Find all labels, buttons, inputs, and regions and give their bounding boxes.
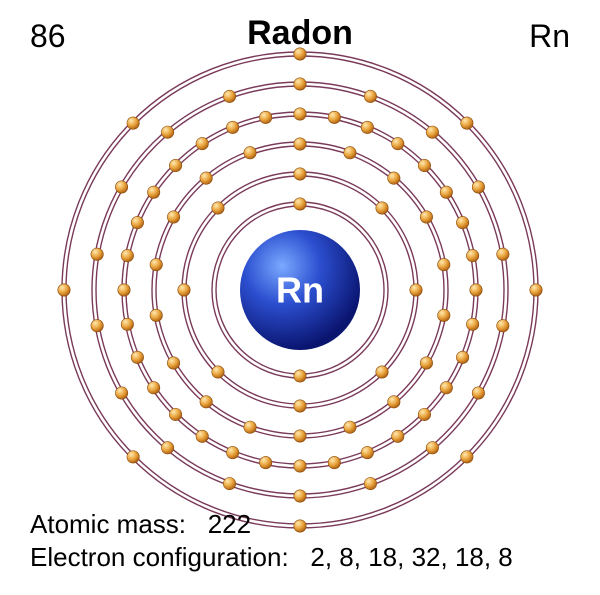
electron	[223, 477, 235, 489]
electron	[244, 147, 256, 159]
electron	[456, 351, 468, 363]
electron	[223, 90, 235, 102]
electron	[530, 284, 542, 296]
electron	[294, 400, 306, 412]
electron	[440, 186, 452, 198]
electron-config-value: 2, 8, 18, 32, 18, 8	[310, 542, 512, 572]
electron	[212, 202, 224, 214]
electron	[169, 408, 181, 420]
electron	[294, 490, 306, 502]
electron	[127, 451, 139, 463]
element-info: Atomic mass: 222 Electron configuration:…	[30, 508, 513, 573]
electron	[118, 284, 130, 296]
electron	[461, 451, 473, 463]
electron	[294, 138, 306, 150]
electron	[200, 396, 212, 408]
electron	[169, 159, 181, 171]
electron	[115, 181, 127, 193]
electron	[226, 446, 238, 458]
electron	[147, 382, 159, 394]
electron	[328, 456, 340, 468]
electron	[294, 168, 306, 180]
electron	[167, 357, 179, 369]
electron	[150, 258, 162, 270]
electron	[91, 248, 103, 260]
electron	[438, 309, 450, 321]
electron	[466, 249, 478, 261]
electron	[121, 249, 133, 261]
electron	[392, 430, 404, 442]
electron	[294, 108, 306, 120]
electron	[294, 78, 306, 90]
electron	[294, 370, 306, 382]
electron	[131, 351, 143, 363]
electron	[497, 248, 509, 260]
electron	[344, 147, 356, 159]
electron	[196, 430, 208, 442]
electron	[461, 117, 473, 129]
electron	[196, 137, 208, 149]
electron	[58, 284, 70, 296]
electron	[294, 48, 306, 60]
electron	[472, 387, 484, 399]
electron	[121, 318, 133, 330]
electron	[115, 387, 127, 399]
electron	[361, 446, 373, 458]
atomic-mass-row: Atomic mass: 222	[30, 508, 513, 541]
electron	[131, 216, 143, 228]
electron	[161, 442, 173, 454]
electron	[497, 320, 509, 332]
electron	[178, 284, 190, 296]
electron	[466, 318, 478, 330]
electron	[392, 137, 404, 149]
electron	[147, 186, 159, 198]
electron	[426, 442, 438, 454]
electron	[470, 284, 482, 296]
atomic-mass-value: 222	[208, 509, 251, 539]
electron-config-row: Electron configuration: 2, 8, 18, 32, 18…	[30, 541, 513, 574]
electron	[259, 111, 271, 123]
electron	[420, 211, 432, 223]
electron	[472, 181, 484, 193]
electron	[388, 396, 400, 408]
electron	[364, 477, 376, 489]
electron	[376, 366, 388, 378]
electron	[226, 121, 238, 133]
electron	[361, 121, 373, 133]
electron	[212, 366, 224, 378]
electron	[244, 421, 256, 433]
electron	[259, 456, 271, 468]
electron	[150, 309, 162, 321]
electron	[456, 216, 468, 228]
electron	[438, 258, 450, 270]
electron	[418, 408, 430, 420]
electron	[127, 117, 139, 129]
electron	[418, 159, 430, 171]
electron	[388, 172, 400, 184]
electron	[410, 284, 422, 296]
electron	[376, 202, 388, 214]
atomic-mass-label: Atomic mass:	[30, 509, 186, 539]
element-card: 86 Radon Rn Rn Atomic mass: 222	[0, 0, 600, 595]
electron	[328, 111, 340, 123]
electron	[294, 198, 306, 210]
electron	[440, 382, 452, 394]
electron	[364, 90, 376, 102]
electron	[294, 460, 306, 472]
nucleus-symbol: Rn	[276, 270, 324, 311]
electron	[91, 320, 103, 332]
atom-diagram: Rn	[50, 40, 550, 540]
electron	[161, 126, 173, 138]
electron	[420, 357, 432, 369]
electron	[200, 172, 212, 184]
electron-config-label: Electron configuration:	[30, 542, 289, 572]
electron	[167, 211, 179, 223]
electron	[344, 421, 356, 433]
electron	[294, 430, 306, 442]
electron	[426, 126, 438, 138]
